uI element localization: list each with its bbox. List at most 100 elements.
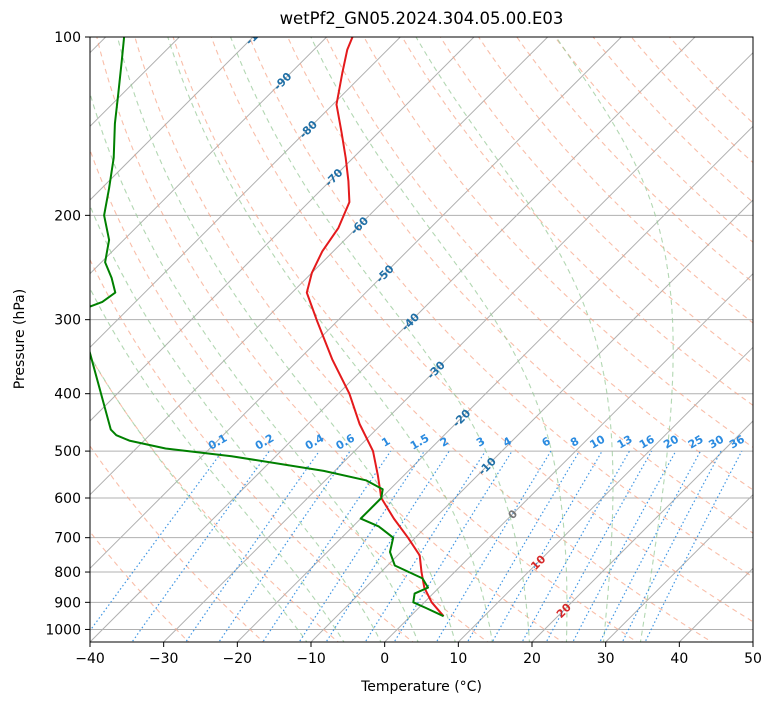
dewpoint-profile <box>90 37 445 618</box>
moist-adiabat <box>90 287 345 642</box>
x-tick-label: 20 <box>523 651 541 667</box>
dry-adiabat <box>134 37 638 642</box>
dry-adiabat <box>592 37 753 203</box>
mixing-ratio-label: 0.2 <box>253 432 276 453</box>
isotherm-gridline <box>163 51 753 642</box>
isotherm-gridline <box>384 272 753 642</box>
mixing-ratio-line <box>599 450 702 642</box>
mixing-ratio-label: 4 <box>501 434 514 449</box>
x-tick-label: −10 <box>296 651 326 667</box>
isotherm-gridline <box>752 641 753 642</box>
mixing-ratio-label: 0.4 <box>303 431 327 452</box>
isotherm-label: -90 <box>271 70 294 93</box>
mixing-ratio-label: 20 <box>661 432 681 451</box>
mixing-ratio-line <box>262 450 392 642</box>
isotherm-gridline <box>90 37 696 642</box>
y-tick-label: 700 <box>54 531 81 547</box>
mixing-ratio-label: 10 <box>588 432 608 451</box>
x-tick-label: −30 <box>149 651 179 667</box>
mixing-ratio-label: 30 <box>706 432 726 451</box>
y-axis-label: Pressure (hPa) <box>12 288 28 390</box>
dry-adiabat <box>248 37 753 578</box>
mixing-ratio-label: 3 <box>474 435 487 450</box>
x-tick-label: 50 <box>744 651 762 667</box>
mixing-ratio-line <box>90 450 223 632</box>
isotherm-gridline <box>90 37 622 570</box>
isotherm-gridline <box>531 420 753 642</box>
y-tick-label: 800 <box>54 565 81 581</box>
y-tick-label: 300 <box>54 313 81 329</box>
isotherm-gridline <box>90 37 254 201</box>
mixing-ratio-label: 1.5 <box>408 432 431 453</box>
dry-adiabat <box>210 37 753 623</box>
moist-adiabat <box>167 37 493 642</box>
x-tick-label: 40 <box>670 651 688 667</box>
y-tick-label: 100 <box>54 30 81 46</box>
mixing-ratio-label: 1 <box>379 435 392 450</box>
dry-adiabat <box>96 37 564 642</box>
mixing-ratio-line <box>298 450 425 642</box>
mixing-ratio-label: 16 <box>637 432 657 451</box>
isotherm-gridline <box>457 346 753 642</box>
mixing-ratio-line <box>131 450 270 642</box>
mixing-ratio-label: 25 <box>686 433 706 452</box>
mixing-ratio-line <box>466 450 580 642</box>
mixing-ratio-line <box>218 450 351 642</box>
isotherm-gridline <box>90 37 475 422</box>
mixing-ratio-label: 13 <box>615 433 635 452</box>
isotherm-label: -100 <box>243 19 272 48</box>
mixing-ratio-label: 2 <box>438 435 451 450</box>
dry-adiabat <box>439 37 753 365</box>
dry-adiabat <box>325 37 753 491</box>
mixing-ratio-line <box>572 450 677 642</box>
moist-adiabat <box>230 37 530 642</box>
x-tick-label: −40 <box>75 651 105 667</box>
mixing-ratio-line <box>364 450 486 642</box>
mixing-ratio-line <box>393 450 513 642</box>
y-tick-label: 600 <box>54 491 81 507</box>
mixing-ratio-line <box>644 450 743 642</box>
mixing-ratio-label: 36 <box>727 432 747 451</box>
isotherm-label: 40 <box>605 697 625 708</box>
chart-title: wetPf2_GN05.2024.304.05.00.E03 <box>279 9 564 28</box>
mixing-ratio-line <box>621 450 722 642</box>
moist-adiabat <box>555 37 674 642</box>
y-tick-label: 1000 <box>45 622 81 638</box>
temperature-profile <box>305 37 445 617</box>
isotherm-gridline <box>236 125 753 642</box>
x-tick-label: −20 <box>223 651 253 667</box>
x-tick-label: 0 <box>380 651 389 667</box>
mixing-ratio-line <box>325 450 450 642</box>
dry-adiabat <box>668 37 753 124</box>
plot-area: 0.1 0.2 0.4 0.6 1 1.5 2 3 4 6 8 10 13 16 20 25 30 36-100-… <box>90 19 753 708</box>
dry-adiabat <box>287 37 753 534</box>
dry-adiabat <box>90 258 414 642</box>
x-tick-label: 10 <box>449 651 467 667</box>
moist-adiabat <box>310 37 568 642</box>
dry-adiabat <box>90 148 489 642</box>
isotherm-gridline <box>605 493 753 642</box>
dry-adiabat <box>90 355 340 642</box>
y-tick-label: 400 <box>54 387 81 403</box>
isotherm-gridline <box>678 567 753 642</box>
isotherm-gridline <box>90 37 549 496</box>
x-axis-label: Temperature (°C) <box>361 679 482 695</box>
mixing-ratio-line <box>185 450 320 642</box>
isotherm-gridline <box>310 199 753 642</box>
mixing-ratio-label: 0.6 <box>334 431 358 452</box>
plot-frame <box>89 36 754 643</box>
dry-adiabat <box>516 37 753 284</box>
moist-adiabat <box>415 37 614 642</box>
dry-adiabat <box>401 37 753 407</box>
isotherm-gridline <box>90 37 328 275</box>
dry-adiabat <box>90 445 265 642</box>
moist-adiabat <box>116 37 456 642</box>
y-tick-label: 500 <box>54 444 81 460</box>
x-tick-label: 30 <box>597 651 615 667</box>
y-tick-label: 200 <box>54 208 81 224</box>
moist-adiabat <box>90 354 308 642</box>
dry-adiabat <box>630 37 753 164</box>
moist-adiabat <box>90 204 382 642</box>
y-tick-label: 900 <box>54 595 81 611</box>
